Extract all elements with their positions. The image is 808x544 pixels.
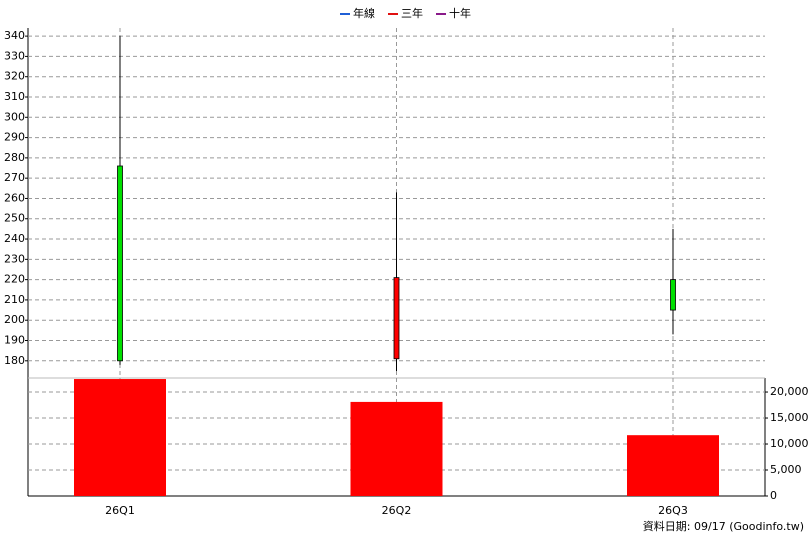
y-tick-label: 300 <box>4 110 25 123</box>
candle-body <box>393 277 400 360</box>
x-tick-label: 26Q1 <box>105 504 135 517</box>
y-tick-label: 220 <box>4 273 25 286</box>
y2-tick-label: 5,000 <box>770 463 802 476</box>
y-tick-label: 290 <box>4 131 25 144</box>
y-tick-label: 280 <box>4 151 25 164</box>
y-tick-label: 250 <box>4 212 25 225</box>
y-tick-label: 190 <box>4 334 25 347</box>
y-tick-label: 340 <box>4 29 25 42</box>
footnote: 資料日期: 09/17 (Goodinfo.tw) <box>643 519 804 533</box>
y2-tick-label: 20,000 <box>770 385 808 398</box>
y2-tick-label: 0 <box>770 489 777 502</box>
legend-label: 三年 <box>401 6 423 20</box>
y-tick-label: 310 <box>4 90 25 103</box>
y-tick-label: 200 <box>4 313 25 326</box>
x-tick-label: 26Q2 <box>382 504 412 517</box>
y-tick-label: 210 <box>4 293 25 306</box>
legend-label: 年線 <box>353 6 375 20</box>
y-tick-label: 240 <box>4 232 25 245</box>
y-tick-label: 260 <box>4 191 25 204</box>
y2-tick-label: 10,000 <box>770 437 808 450</box>
y-tick-label: 320 <box>4 70 25 83</box>
legend: 年線 三年 十年 <box>340 6 471 20</box>
y-tick-label: 180 <box>4 354 25 367</box>
legend-label: 十年 <box>449 6 471 20</box>
y-tick-label: 230 <box>4 252 25 265</box>
candle-body <box>117 165 123 362</box>
volume-bar <box>350 401 443 496</box>
y2-tick-label: 15,000 <box>770 411 808 424</box>
volume-bar <box>627 435 719 496</box>
candle-body <box>670 279 676 311</box>
y-tick-label: 330 <box>4 49 25 62</box>
x-tick-label: 26Q3 <box>658 504 688 517</box>
volume-bar <box>74 379 166 496</box>
y-tick-label: 270 <box>4 171 25 184</box>
